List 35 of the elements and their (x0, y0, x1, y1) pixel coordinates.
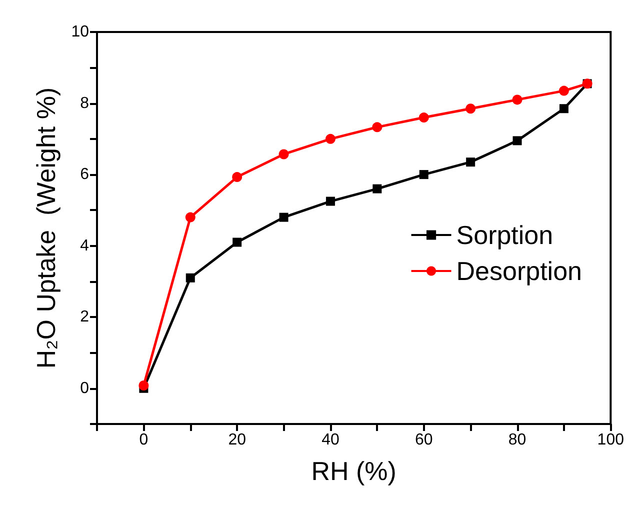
x-tick-label: 60 (414, 432, 433, 448)
y-tick-label: 2 (80, 308, 90, 326)
y-tick-label: 6 (80, 166, 90, 184)
point (185, 212, 196, 222)
point (232, 238, 242, 247)
point (466, 158, 476, 167)
legend-label: Sorption (456, 220, 554, 250)
y-tick-label: 10 (71, 24, 90, 40)
y-axis-title: H₂O Uptake (Weight %) (31, 87, 61, 369)
x-tick-label: 20 (228, 432, 246, 448)
point (372, 184, 382, 194)
point (278, 149, 289, 160)
y-tick-label: 8 (80, 94, 90, 112)
point (279, 212, 288, 222)
x-tick-label: 40 (322, 432, 340, 448)
x-tick-label: 0 (139, 432, 148, 448)
point (559, 104, 568, 114)
x-axis-title: RH (%) (311, 456, 396, 486)
point (232, 172, 242, 182)
y-tick-label: 4 (80, 237, 90, 254)
point (419, 170, 428, 180)
point (512, 94, 522, 105)
x-tick-label: 100 (597, 432, 624, 448)
point (326, 196, 335, 206)
legend-label: Desorption (456, 256, 582, 286)
point (372, 122, 382, 132)
point (558, 86, 569, 96)
point (512, 136, 522, 146)
point (418, 112, 429, 123)
point (325, 134, 336, 144)
point (186, 273, 195, 282)
y-tick-label: 0 (80, 380, 90, 397)
point (466, 104, 476, 114)
x-tick-label: 80 (508, 432, 526, 448)
point (138, 380, 149, 391)
